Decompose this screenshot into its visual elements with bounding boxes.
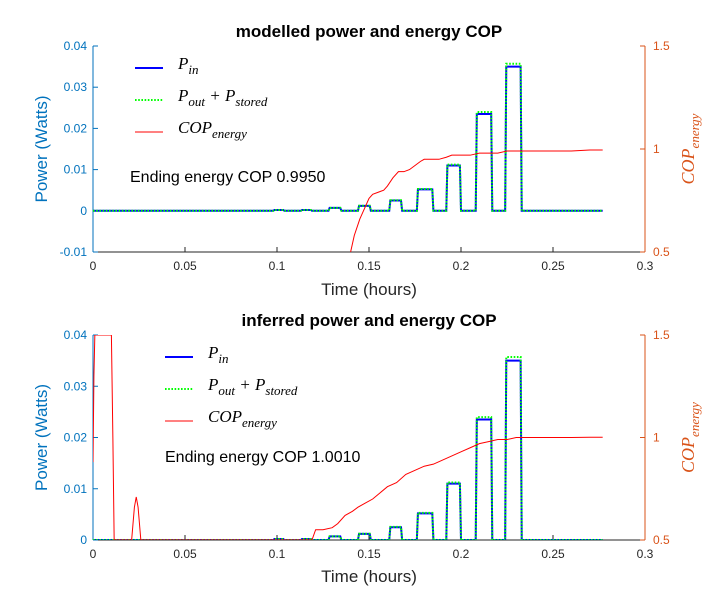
x-tick-label: 0.15 [357, 547, 381, 561]
x-tick-label: 0.25 [541, 547, 565, 561]
x-axis-label: Time (hours) [321, 280, 417, 299]
chart-title: modelled power and energy COP [236, 22, 502, 41]
x-tick-label: 0.3 [637, 547, 654, 561]
legend: Pin Pout + Pstored COPenergy [135, 54, 268, 141]
plot-area [93, 62, 603, 252]
y-tick-label: 0.04 [64, 328, 88, 342]
y-tick-label: 0.02 [64, 431, 88, 445]
x-tick-label: 0.15 [357, 259, 381, 273]
legend-entry-label: Pin [207, 343, 229, 366]
chart-title: inferred power and energy COP [241, 311, 496, 330]
legend-entry-label: COPenergy [208, 407, 277, 430]
y-axis-label: Power (Watts) [32, 95, 51, 202]
legend: Pin Pout + Pstored COPenergy [165, 343, 298, 430]
series-cop-energy-line [350, 149, 603, 252]
bottom-plot: inferred power and energy COP 0 0.05 0.1 0.1… [32, 311, 702, 586]
series-cop-energy-line [93, 335, 603, 540]
x-tick-label: 0.3 [637, 259, 654, 273]
y-right-tick-label: 0.5 [653, 245, 670, 259]
y-axis-label: Power (Watts) [32, 384, 51, 491]
y-tick-label: 0.01 [64, 163, 88, 177]
y-right-tick-label: 1.5 [653, 39, 670, 53]
x-tick-label: 0.2 [453, 547, 470, 561]
y-tick-label: 0 [80, 533, 87, 547]
y-right-tick-label: 0.5 [653, 533, 670, 547]
y-tick-label: 0.03 [64, 80, 88, 94]
ending-cop-annotation: Ending energy COP 0.9950 [130, 169, 326, 186]
x-tick-label: 0.25 [541, 259, 565, 273]
y-right-axis-label: COPenergy [678, 402, 702, 473]
x-axis-label: Time (hours) [321, 567, 417, 586]
x-tick-label: 0.1 [269, 259, 286, 273]
y-right-tick-label: 1 [653, 142, 660, 156]
y-right-tick-label: 1 [653, 431, 660, 445]
y-tick-label: 0.03 [64, 379, 88, 393]
y-tick-label: 0.01 [64, 482, 88, 496]
y-right-axis-label: COPenergy [678, 113, 702, 184]
x-tick-label: 0 [90, 259, 97, 273]
legend-entry-label: Pin [177, 54, 199, 77]
y-tick-label: 0 [80, 204, 87, 218]
y-tick-label: 0.04 [64, 39, 88, 53]
x-tick-label: 0.2 [453, 259, 470, 273]
ending-cop-annotation: Ending energy COP 1.0010 [165, 449, 361, 466]
x-tick-label: 0.05 [173, 547, 197, 561]
plot-area [93, 335, 603, 540]
x-tick-label: 0 [90, 547, 97, 561]
legend-entry-label: COPenergy [178, 118, 247, 141]
y-tick-label: -0.01 [60, 245, 88, 259]
top-plot: modelled power and energy COP 0 0.05 0.1 0.1… [32, 22, 702, 299]
legend-entry-label: Pout + Pstored [207, 375, 298, 398]
series-p-out-plus-p-stored-line [93, 62, 603, 212]
y-tick-label: 0.02 [64, 121, 88, 135]
y-right-tick-label: 1.5 [653, 328, 670, 342]
x-tick-label: 0.05 [173, 259, 197, 273]
x-tick-label: 0.1 [269, 547, 286, 561]
series-p-out-plus-p-stored-line [93, 356, 603, 540]
legend-entry-label: Pout + Pstored [177, 86, 268, 109]
series-p-in-line [93, 65, 603, 212]
